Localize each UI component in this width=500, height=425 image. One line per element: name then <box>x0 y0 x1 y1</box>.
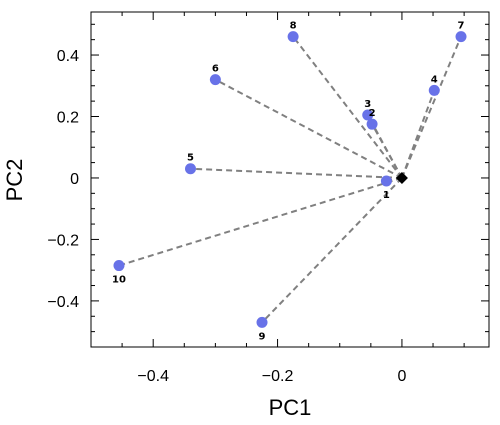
loading-line-5 <box>190 167 402 179</box>
y-axis-title: PC2 <box>2 159 27 202</box>
point-label-8: 8 <box>290 21 297 32</box>
data-point-6 <box>209 74 221 86</box>
data-point-2 <box>366 118 378 130</box>
x-tick-label: −0.4 <box>137 368 169 385</box>
plot-frame <box>90 11 490 348</box>
point-label-7: 7 <box>458 21 465 32</box>
point-label-5: 5 <box>187 153 194 164</box>
point-label-10: 10 <box>112 275 126 286</box>
point-label-9: 9 <box>259 331 266 342</box>
point-label-1: 1 <box>383 190 390 201</box>
data-point-10 <box>113 260 125 272</box>
origin-marker <box>395 171 408 184</box>
x-tick-label: −0.2 <box>262 368 294 385</box>
y-tick-label: −0.4 <box>47 294 79 311</box>
data-point-7 <box>455 31 467 43</box>
loading-line-3 <box>366 114 403 179</box>
data-point-3 <box>362 109 374 121</box>
loading-lines <box>118 35 462 324</box>
data-point-9 <box>256 316 268 328</box>
data-point-1 <box>380 175 392 187</box>
data-points <box>113 31 467 328</box>
point-label-6: 6 <box>212 64 219 75</box>
y-tick-label: 0.4 <box>57 48 79 65</box>
x-axis-title: PC1 <box>269 395 312 420</box>
point-label-4: 4 <box>431 74 438 85</box>
loading-line-7 <box>401 36 462 179</box>
data-point-8 <box>287 31 299 43</box>
loading-line-9 <box>261 177 403 324</box>
loading-line-6 <box>214 78 403 179</box>
axes: −0.4 −0.2 0 −0.4 −0.2 0 0.2 0.4 <box>47 11 490 385</box>
y-tick-label: 0.2 <box>57 109 79 126</box>
data-point-5 <box>185 163 196 175</box>
point-label-3: 3 <box>364 99 371 110</box>
loading-line-8 <box>292 35 403 179</box>
point-label-2: 2 <box>369 108 376 119</box>
y-tick-label: −0.2 <box>47 232 79 249</box>
y-tick-label: 0 <box>70 171 79 188</box>
x-tick-label: 0 <box>397 368 406 385</box>
data-point-4 <box>428 84 440 96</box>
